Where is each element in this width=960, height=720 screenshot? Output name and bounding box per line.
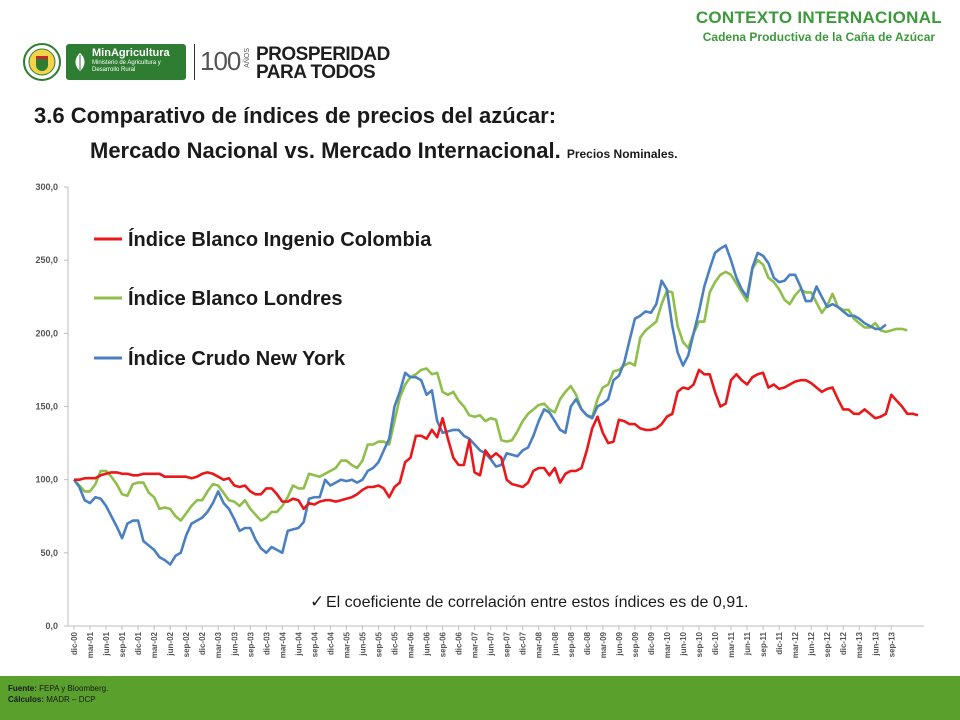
x-tick-label: dic-05 [391,631,400,655]
check-mark-icon: ✓ [310,592,324,612]
x-tick-label: sep-02 [182,631,191,657]
minagricultura-logo: MinAgricultura Ministerio de Agricultura… [66,44,186,80]
minagri-name: MinAgricultura [92,47,170,59]
series-line-0 [74,368,919,511]
x-tick-label: mar-07 [471,631,480,658]
x-tick-label: dic-01 [134,631,143,655]
x-tick-label: mar-11 [727,631,736,657]
centenary-number: 100 [200,46,241,76]
x-tick-label: mar-06 [407,631,416,658]
x-tick-label: mar-13 [855,631,864,658]
x-tick-label: jun-13 [871,631,880,656]
x-tick-label: sep-07 [503,631,512,657]
y-tick-label: 200,0 [35,328,58,338]
y-tick-label: 300,0 [35,182,58,192]
x-tick-label: dic-10 [711,631,720,655]
series-lines [72,244,919,566]
y-tick-labels: 0,0 50,0 100,0 150,0 200,0 250,0 300,0 [35,182,68,631]
minagri-description: Ministerio de Agricultura y Desarrollo R… [92,60,161,73]
context-subtitle: Cadena Productiva de la Caña de Azúcar [702,30,936,44]
logo-bar: MinAgricultura Ministerio de Agricultura… [22,40,390,84]
x-tick-label: mar-04 [278,631,287,658]
logo-divider [194,44,195,80]
slide-title-main: Mercado Nacional vs. Mercado Internacion… [90,138,561,163]
x-tick-label: sep-12 [823,631,832,657]
x-tick-label: jun-08 [551,631,560,656]
x-tick-label: jun-10 [679,631,688,656]
x-tick-label: sep-06 [439,631,448,657]
context-title: CONTEXTO INTERNACIONAL [695,8,942,27]
x-tick-label: jun-04 [294,631,303,656]
x-tick-label: sep-10 [695,631,704,657]
x-tick-label: dic-03 [262,631,271,655]
x-tick-label: sep-04 [310,631,319,657]
chart-legend: Índice Blanco Ingenio Colombia Índice Bla… [94,228,432,370]
x-tick-label: jun-06 [423,631,432,656]
x-tick-label: mar-01 [86,631,95,658]
x-tick-label: jun-12 [807,631,816,656]
x-tick-label: jun-01 [102,631,111,656]
x-tick-label: mar-02 [150,631,159,658]
price-index-chart: 0,0 50,0 100,0 150,0 200,0 250,0 300,0 dic-00 m… [35,182,924,658]
x-tick-label: sep-09 [631,631,640,657]
x-tick-label: jun-09 [615,631,624,656]
x-tick-label: mar-05 [342,631,351,658]
x-tick-label: dic-11 [775,631,784,654]
x-tick-label: jun-05 [358,631,367,656]
legend-label-1: Índice Blanco Londres [128,287,342,310]
chart-axes [67,187,924,627]
x-tick-label: mar-03 [214,631,223,658]
y-tick-label: 0,0 [45,621,58,631]
context-header: CONTEXTO INTERNACIONAL Cadena Productiva… [696,8,942,44]
calc-label: Cálculos: [8,695,45,704]
calc-value: MADR – DCP [46,695,96,704]
y-tick-label: 150,0 [35,402,58,412]
legend-label-0: Índice Blanco Ingenio Colombia [128,228,432,251]
coat-of-arms-icon [23,43,61,81]
x-tick-label: sep-11 [759,631,768,656]
x-tick-label: dic-08 [583,631,592,655]
x-tick-label: mar-12 [791,631,800,658]
source-label: Fuente: [8,684,37,693]
x-tick-label: dic-07 [519,631,528,655]
y-tick-label: 50,0 [40,548,58,558]
series-line-1 [73,258,908,522]
x-tick-label: sep-01 [118,631,127,657]
x-tick-label: jun-07 [487,631,496,656]
legend-label-2: Índice Crudo New York [128,347,346,370]
leaf-icon [75,53,85,71]
prosperidad-line2: PARA TODOS [256,62,376,83]
x-tick-label: sep-05 [374,631,383,657]
correlation-note: ✓ El coeficiente de correlación entre es… [310,592,748,612]
footer-source: Fuente: FEPA y Bloomberg. Cálculos: MADR… [8,683,108,705]
x-tick-label: dic-02 [198,631,207,655]
x-tick-label: dic-00 [70,631,79,655]
x-tick-label: dic-04 [326,631,335,655]
slide-title-note: Precios Nominales. [566,147,678,161]
x-tick-label: mar-10 [663,631,672,658]
x-tick-label: sep-08 [567,631,576,657]
x-tick-labels: dic-00 mar-01 jun-01 sep-01 dic-01 mar-02 jun-… [70,626,896,658]
source-value: FEPA y Bloomberg. [39,684,109,693]
correlation-text: El coeficiente de correlación entre esto… [326,594,748,611]
x-tick-label: dic-09 [647,631,656,655]
x-tick-label: jun-11 [743,631,752,656]
x-tick-label: dic-12 [839,631,848,655]
x-tick-label: sep-03 [246,631,255,657]
x-tick-label: mar-09 [599,631,608,658]
footer-bar: Fuente: FEPA y Bloomberg. Cálculos: MADR… [0,676,960,720]
slide-title-line1: 3.6 Comparativo de índices de precios de… [34,103,557,128]
series-line-2 [72,244,887,566]
y-tick-label: 100,0 [35,475,58,485]
prosperidad-line1: PROSPERIDAD [256,44,390,65]
slide-title-line2: Mercado Nacional vs. Mercado Internacion… [90,138,678,164]
x-tick-label: jun-03 [230,631,239,656]
x-tick-label: jun-02 [166,631,175,656]
x-tick-label: dic-06 [455,631,464,655]
centenary-word: AÑOS [244,48,251,68]
y-tick-label: 250,0 [35,255,58,265]
x-tick-label: mar-08 [535,631,544,658]
x-tick-label: sep-13 [887,631,896,657]
